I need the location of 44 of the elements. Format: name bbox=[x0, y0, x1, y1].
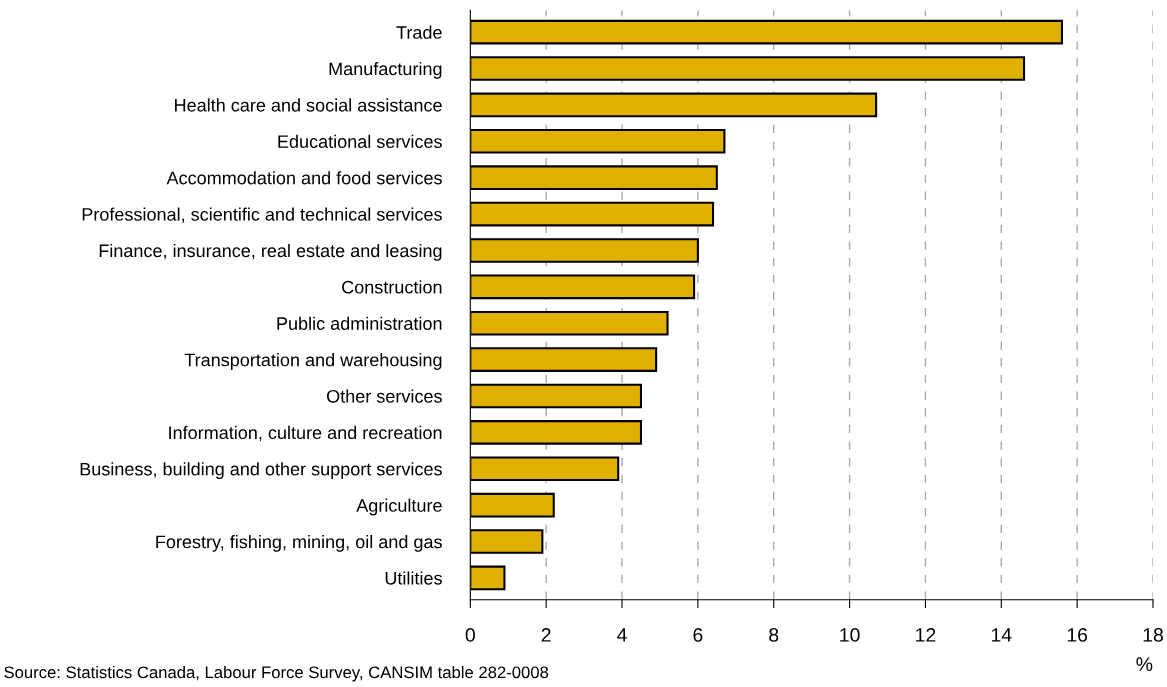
bar bbox=[470, 456, 620, 482]
y-tick-label: Utilities bbox=[385, 571, 442, 585]
bar bbox=[470, 383, 643, 409]
y-tick-label: Information, culture and recreation bbox=[169, 425, 442, 442]
x-tick-label: 10 bbox=[840, 628, 860, 642]
y-tick-label: Trade bbox=[396, 25, 442, 39]
bar bbox=[470, 56, 1026, 81]
x-tick-label: 6 bbox=[693, 628, 703, 642]
bar bbox=[470, 492, 555, 518]
x-tick-label: 14 bbox=[991, 628, 1012, 642]
y-tick-label: Business, building and other support services bbox=[80, 462, 442, 480]
y-tick-label: Educational services bbox=[278, 134, 442, 149]
bar bbox=[470, 128, 726, 154]
y-tick-label: Forestry, fishing, mining, oil and gas bbox=[156, 534, 442, 552]
x-tick-label: 8 bbox=[769, 628, 779, 642]
bar bbox=[470, 238, 699, 263]
y-tick-label: Professional, scientific and technical services bbox=[82, 207, 442, 223]
bar bbox=[470, 92, 878, 118]
bar bbox=[470, 310, 669, 336]
x-tick-label: 18 bbox=[1143, 628, 1163, 642]
y-tick-label: Construction bbox=[342, 280, 442, 294]
y-tick-label: Public administration bbox=[277, 316, 442, 330]
x-tick-label: 0 bbox=[465, 628, 475, 642]
y-tick-label: Other services bbox=[326, 389, 442, 403]
y-tick-label: Finance, insurance, real estate and leasing bbox=[99, 243, 442, 261]
bar bbox=[470, 420, 643, 445]
x-tick-label: 16 bbox=[1067, 628, 1088, 642]
bar bbox=[470, 347, 658, 372]
source-note: Source: Statistics Canada, Labour Force Survey, CANSIM table 282-0008 bbox=[4, 665, 549, 682]
bar bbox=[470, 565, 506, 591]
x-tick-label: 4 bbox=[617, 628, 627, 642]
y-tick-label: Accommodation and food services bbox=[166, 171, 442, 185]
y-tick-label: Health care and social assistance bbox=[175, 98, 442, 112]
x-tick-label: 12 bbox=[916, 628, 936, 642]
y-tick-label: Manufacturing bbox=[329, 61, 442, 79]
bar bbox=[470, 165, 718, 190]
y-tick-label: Agriculture bbox=[356, 498, 442, 516]
bar bbox=[470, 274, 696, 300]
bar bbox=[470, 19, 1064, 45]
bar bbox=[470, 201, 715, 227]
y-tick-label: Transportation and warehousing bbox=[184, 353, 442, 370]
x-tick-label: 2 bbox=[541, 628, 551, 642]
x-axis-title: % bbox=[1136, 657, 1153, 671]
bar bbox=[470, 529, 544, 554]
